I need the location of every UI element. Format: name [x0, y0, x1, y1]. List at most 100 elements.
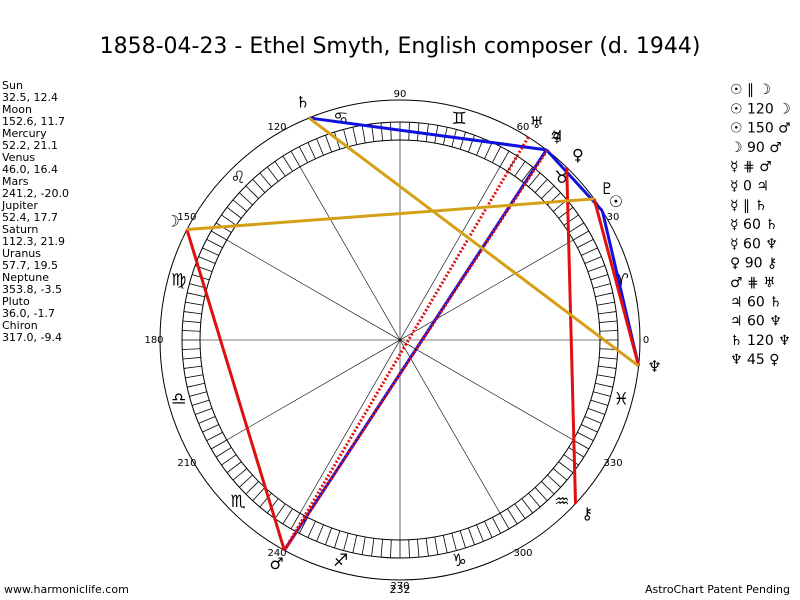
aspect-entry: ♀ 90 ⚷: [730, 256, 777, 272]
ring-tick: [183, 311, 202, 315]
ring-tick: [595, 292, 613, 298]
ring-tick: [390, 539, 392, 558]
ring-tick: [521, 498, 534, 514]
sign-glyph: ♒: [554, 492, 569, 512]
ring-tick: [316, 138, 324, 156]
ring-tick: [252, 487, 266, 501]
aspect-entry: ☉ 120 ☽: [730, 101, 791, 117]
planet-glyph: ♂: [269, 554, 283, 573]
sign-glyph: ♋: [333, 109, 348, 129]
ring-tick: [206, 238, 223, 249]
ring-tick: [577, 238, 594, 249]
ring-tick: [325, 135, 332, 153]
sign-glyph: ♌: [230, 168, 245, 188]
planet-name: Mercury: [2, 127, 47, 140]
ring-tick: [307, 142, 316, 159]
ring-tick: [191, 399, 210, 406]
ring-tick: [298, 517, 309, 534]
planet-coords: 241.2, -20.0: [2, 187, 69, 200]
sign-glyph: ♓: [614, 389, 629, 409]
aspect-line: [308, 116, 547, 152]
ring-tick: [563, 454, 579, 466]
aspect-line: [186, 197, 595, 232]
planet-glyph: ♆: [647, 357, 661, 376]
ring-tick: [581, 247, 598, 256]
planet-name: Uranus: [2, 247, 41, 260]
ring-tick: [476, 524, 484, 542]
degree-label: 60: [517, 122, 530, 133]
aspect-entry: ☿ ⋕ ♂: [730, 159, 772, 175]
ring-tick: [521, 166, 534, 182]
planet-glyph: ☿: [552, 127, 562, 146]
degree-label: 270: [390, 581, 409, 592]
ring-tick: [226, 206, 242, 219]
aspect-line: [565, 167, 578, 504]
ring-tick: [343, 533, 349, 551]
ring-tick: [185, 374, 204, 379]
ring-tick: [282, 155, 293, 172]
ring-tick: [528, 492, 541, 508]
planet-glyph: ♃: [549, 127, 563, 146]
ring-tick: [552, 468, 568, 481]
aspect-entry: ♃ 60 ♆: [730, 314, 782, 330]
planet-name: Sun: [2, 79, 23, 92]
ring-tick: [195, 408, 213, 415]
ring-tick: [361, 125, 366, 144]
aspect-line: [283, 136, 530, 552]
ring-tick: [252, 179, 266, 193]
planet-name: Saturn: [2, 223, 38, 236]
ring-tick: [425, 538, 429, 557]
aspect-entry: ☉ ∥ ☽: [730, 82, 771, 98]
sign-glyph: ♍: [171, 271, 186, 291]
ring-tick: [185, 301, 204, 306]
ring-tick: [290, 513, 301, 529]
planet-coords: 317.0, -9.4: [2, 331, 62, 344]
aspect-entry: ♄ 120 ♆: [730, 333, 791, 349]
aspect-entry: ☉ 150 ♂: [730, 121, 791, 137]
ring-tick: [380, 122, 383, 141]
ring-tick: [298, 146, 309, 163]
ring-tick: [182, 357, 201, 360]
ring-tick: [593, 391, 611, 397]
ring-tick: [541, 185, 555, 199]
ring-tick: [182, 330, 201, 332]
ring-tick: [587, 408, 605, 415]
ring-tick: [459, 131, 466, 150]
ring-tick: [226, 461, 242, 474]
ring-tick: [568, 447, 585, 458]
ring-tick: [499, 513, 510, 529]
ring-tick: [352, 127, 358, 145]
ring-tick: [573, 230, 589, 241]
ring-tick: [215, 447, 232, 458]
ring-tick: [290, 151, 301, 167]
aspect-entry: ☿ 0 ♃: [730, 179, 769, 195]
ring-tick: [343, 129, 349, 147]
ring-tick: [266, 498, 279, 514]
degree-label: 240: [267, 548, 286, 559]
ring-tick: [408, 539, 410, 558]
ring-tick: [232, 199, 248, 212]
ring-tick: [593, 283, 611, 289]
ring-tick: [245, 185, 259, 199]
ring-tick: [547, 474, 561, 488]
aspect-line: [185, 229, 286, 551]
ring-tick: [599, 330, 618, 332]
aspect-entry: ☽ 90 ♂: [730, 140, 782, 156]
ring-tick: [282, 508, 293, 525]
ring-tick: [499, 151, 510, 167]
planet-name: Mars: [2, 175, 29, 188]
ring-tick: [459, 530, 466, 549]
ring-tick: [202, 424, 219, 433]
outer-circle: [159, 99, 641, 581]
planet-name: Pluto: [2, 295, 30, 308]
degree-label: 210: [177, 458, 196, 469]
planet-glyph: ⚷: [581, 504, 593, 523]
ring-tick: [361, 536, 366, 555]
ring-tick: [598, 365, 617, 369]
ring-tick: [484, 521, 493, 538]
ring-tick: [182, 348, 201, 350]
ring-tick: [221, 454, 237, 466]
planet-glyph: ♀: [572, 145, 584, 164]
ring-tick: [274, 503, 286, 519]
